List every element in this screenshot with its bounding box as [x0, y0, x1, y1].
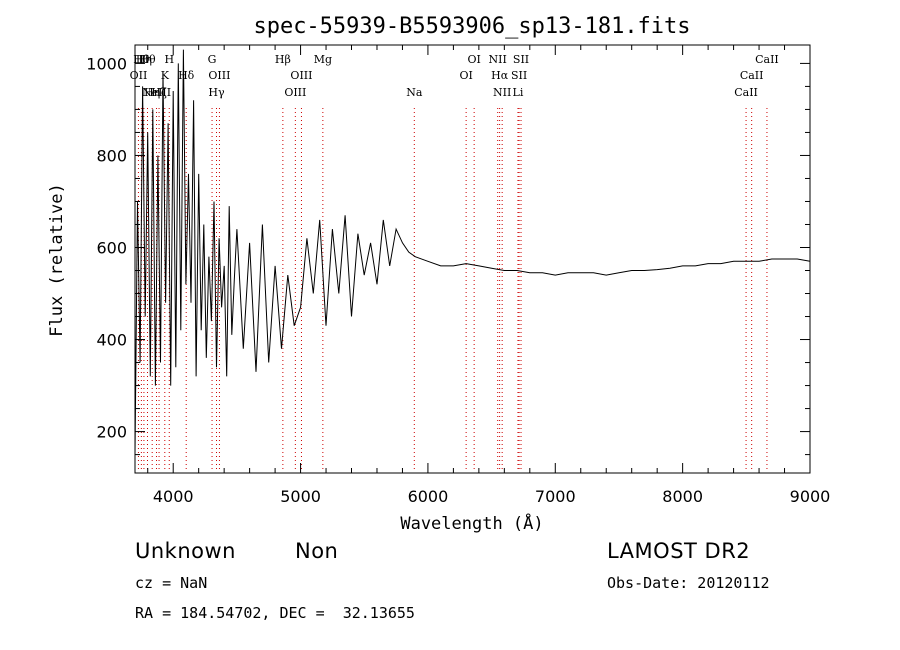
- x-tick-label: 7000: [535, 487, 576, 506]
- spectrum-line: [134, 49, 811, 455]
- marker-label: Hη: [136, 53, 152, 66]
- marker-label: NII: [493, 86, 511, 99]
- marker-label: Hδ: [178, 69, 195, 82]
- marker-label: Hη: [144, 86, 160, 99]
- marker-label: OIII: [208, 69, 230, 82]
- axes: 4000 5000 6000 7000 8000 9000 200 400 600 800 1000: [86, 45, 830, 506]
- y-tick-label: 200: [96, 423, 127, 442]
- redshift-cz: cz = NaN: [135, 574, 208, 592]
- marker-label: NII: [489, 53, 507, 66]
- marker-label: Hζ: [151, 86, 167, 99]
- marker-label: CaII: [755, 53, 779, 66]
- marker-label: SII: [511, 69, 527, 82]
- marker-label: OI: [459, 69, 472, 82]
- y-tick-label: 1000: [86, 54, 127, 73]
- x-tick-label: 8000: [662, 487, 703, 506]
- marker-label: Hα: [491, 69, 509, 82]
- y-tick-label: 600: [96, 238, 127, 257]
- marker-label: Li: [513, 86, 524, 99]
- marker-label: G: [208, 53, 217, 66]
- marker-label: Na: [406, 86, 423, 99]
- marker-label: Hβ: [275, 53, 291, 66]
- marker-label: Hθ: [133, 53, 150, 66]
- marker-label: OI: [467, 53, 480, 66]
- marker-label: Hθ: [139, 53, 156, 66]
- observation-date: Obs-Date: 20120112: [607, 574, 770, 592]
- object-class: Unknown: [135, 539, 236, 563]
- marker-label: K: [161, 69, 170, 82]
- marker-label: CaII: [740, 69, 764, 82]
- marker-label: CaII: [734, 86, 758, 99]
- x-tick-label: 6000: [408, 487, 449, 506]
- line-markers: OIIHθHηHθHηNeIIIHζKHHδGHγOIIIHβOIIIOIIIM…: [130, 53, 779, 471]
- spectrum-series: [134, 49, 811, 455]
- survey-label: LAMOST DR2: [607, 539, 751, 563]
- object-subclass: Non: [295, 539, 339, 563]
- marker-label: NeIII: [142, 86, 171, 99]
- coordinates: RA = 184.54702, DEC = 32.13655: [135, 604, 415, 622]
- marker-label: Hγ: [208, 86, 225, 99]
- marker-label: OII: [130, 69, 148, 82]
- chart-title: spec-55939-B5593906_sp13-181.fits: [253, 14, 690, 39]
- x-tick-label: 9000: [790, 487, 831, 506]
- marker-label: OIII: [290, 69, 312, 82]
- marker-label: OIII: [284, 86, 306, 99]
- marker-label: SII: [513, 53, 529, 66]
- y-tick-label: 400: [96, 331, 127, 350]
- y-axis-label: Flux (relative): [47, 183, 67, 337]
- plot-frame: [134, 44, 811, 474]
- y-tick-label: 800: [96, 146, 127, 165]
- x-tick-label: 5000: [280, 487, 321, 506]
- x-axis-label: Wavelength (Å): [400, 512, 543, 534]
- marker-label: Mg: [314, 53, 332, 66]
- x-tick-label: 4000: [153, 487, 194, 506]
- marker-label: H: [164, 53, 174, 66]
